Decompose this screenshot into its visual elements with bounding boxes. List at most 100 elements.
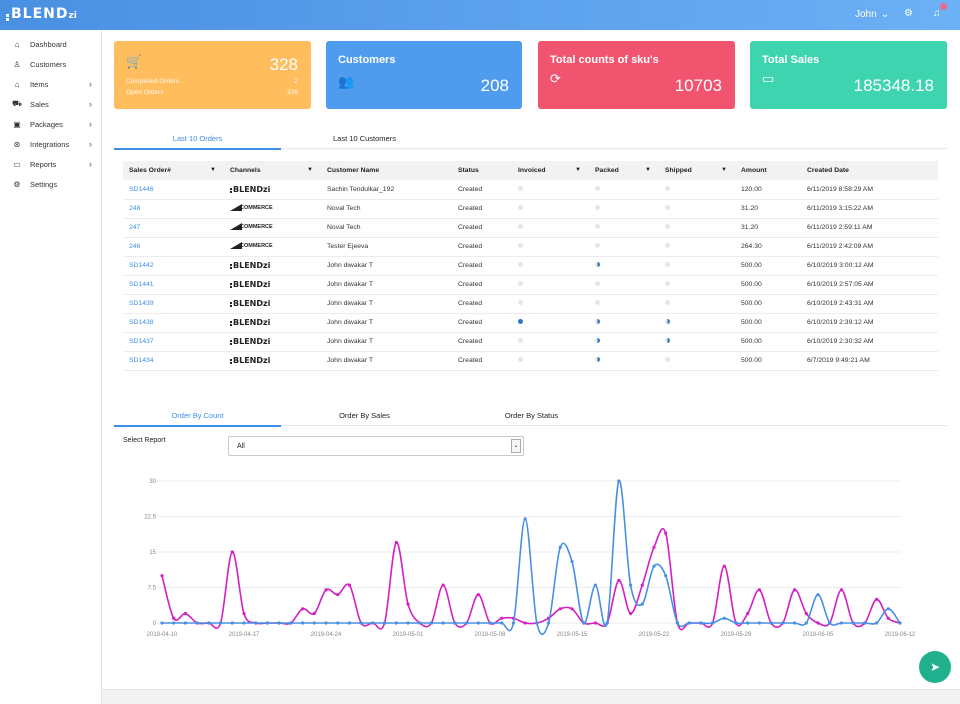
- tab-order-by-sales[interactable]: Order By Sales: [339, 411, 390, 420]
- order-number-link[interactable]: SD1446: [123, 180, 224, 200]
- chat-icon[interactable]: ➤: [919, 651, 951, 683]
- order-number-link[interactable]: 247: [123, 218, 224, 238]
- sidebar-item-settings[interactable]: ⚙ Settings: [0, 174, 102, 194]
- data-point: [886, 616, 890, 620]
- data-point: [394, 540, 398, 545]
- data-point: [183, 621, 188, 625]
- col-amount[interactable]: Amount: [735, 161, 801, 180]
- order-number-link[interactable]: SD1439: [123, 294, 224, 314]
- chevron-down-icon[interactable]: ⌄: [511, 439, 521, 453]
- data-point: [640, 602, 644, 606]
- chevron-right-icon[interactable]: ›: [89, 159, 92, 169]
- data-point: [722, 564, 726, 568]
- gear-icon[interactable]: ⚙: [904, 8, 913, 19]
- col-shipped[interactable]: Shipped ▼: [659, 161, 735, 180]
- order-number-link[interactable]: SD1438: [123, 313, 224, 333]
- x-tick-label: 2019-05-01: [393, 632, 424, 638]
- data-point: [582, 621, 586, 625]
- order-number-link[interactable]: SD1434: [123, 351, 224, 371]
- sort-icon[interactable]: ▼: [721, 167, 727, 173]
- col-channels[interactable]: Channels ▼: [224, 161, 321, 180]
- bell-icon[interactable]: ♫: [933, 8, 941, 19]
- data-point: [277, 621, 281, 625]
- sort-icon[interactable]: ▼: [575, 167, 581, 173]
- table-row[interactable]: SD1446 BLENDzi Sachin Tendulkar_192 Created…: [123, 180, 938, 200]
- chevron-right-icon[interactable]: ›: [89, 99, 92, 109]
- packed-status-icon: [595, 185, 600, 191]
- sales-card[interactable]: Total Sales ▭ 185348.18: [750, 41, 947, 109]
- orders-card[interactable]: 🛒 328 Completed Orders 2 Open Orders 326: [114, 41, 311, 109]
- tab-last-10-orders[interactable]: Last 10 Orders: [114, 129, 281, 150]
- data-point: [336, 621, 340, 625]
- shipped-status-icon: [665, 300, 670, 305]
- customers-count: 208: [480, 76, 509, 95]
- chevron-right-icon[interactable]: ›: [89, 139, 92, 149]
- y-tick-label: 0: [153, 621, 157, 627]
- chevron-right-icon[interactable]: ›: [89, 119, 92, 129]
- data-point: [347, 583, 352, 587]
- sku-card[interactable]: Total counts of sku's ⟳ 10703: [538, 41, 735, 109]
- created-date: 6/11/2019 3:15:22 AM: [801, 199, 938, 219]
- sort-icon[interactable]: ▼: [307, 167, 313, 173]
- shipped-status-icon: [665, 338, 670, 343]
- table-row[interactable]: SD1434 BLENDzi John diwakar T Created 500.00…: [123, 351, 938, 371]
- tab-order-by-count[interactable]: Order By Count: [114, 406, 281, 427]
- sort-icon[interactable]: ▼: [645, 167, 651, 173]
- tab-order-by-status[interactable]: Order By Status: [504, 411, 559, 420]
- table-row[interactable]: 247 COMMERCE Noval Tech Created 31.20 6/11/20…: [123, 218, 938, 238]
- table-row[interactable]: SD1438 BLENDzi John diwakar T Created 500.00…: [123, 313, 938, 333]
- order-number-link[interactable]: SD1437: [123, 332, 224, 352]
- col-status[interactable]: Status: [452, 161, 512, 180]
- blendzi-logo-icon: BLENDzi: [230, 356, 270, 365]
- data-point: [722, 616, 726, 620]
- table-row[interactable]: SD1439 BLENDzi John diwakar T Created 500.00…: [123, 294, 938, 314]
- notification-badge: [940, 3, 947, 10]
- sidebar-item-sales[interactable]: ⛟ Sales ›: [0, 94, 102, 114]
- amount-value: 31.20: [735, 199, 801, 219]
- data-point: [312, 621, 316, 625]
- col-invoiced[interactable]: Invoiced ▼: [512, 161, 589, 180]
- sidebar-item-packages[interactable]: ▣ Packages ›: [0, 114, 102, 134]
- data-point: [558, 545, 562, 549]
- status-text: Created: [452, 332, 512, 352]
- order-number-link[interactable]: SD1441: [123, 275, 224, 295]
- order-number-link[interactable]: 246: [123, 237, 224, 257]
- order-number-link[interactable]: 248: [123, 199, 224, 219]
- order-number-link[interactable]: SD1442: [123, 256, 224, 276]
- sort-icon[interactable]: ▼: [210, 167, 216, 173]
- col-packed[interactable]: Packed ▼: [589, 161, 659, 180]
- customers-card[interactable]: Customers 👥 208: [326, 41, 522, 109]
- table-row[interactable]: 248 COMMERCE Noval Tech Created 31.20 6/11/20…: [123, 199, 938, 219]
- sidebar-item-reports[interactable]: ▭ Reports ›: [0, 154, 102, 174]
- table-row[interactable]: SD1442 BLENDzi John diwakar T Created 500.00…: [123, 256, 938, 276]
- table-row[interactable]: SD1437 BLENDzi John diwakar T Created 500.00…: [123, 332, 938, 352]
- data-point: [687, 621, 691, 625]
- data-point: [804, 611, 808, 616]
- table-row[interactable]: SD1441 BLENDzi John diwakar T Created 500.00…: [123, 275, 938, 295]
- shipped-cell: [659, 351, 735, 371]
- col-sales-order[interactable]: Sales Order# ▼: [123, 161, 224, 180]
- data-point: [652, 564, 656, 568]
- col-customer-name[interactable]: Customer Name: [321, 161, 452, 180]
- data-point: [570, 559, 574, 564]
- channel-logo: BLENDzi: [224, 180, 321, 200]
- sidebar-item-integrations[interactable]: ⊛ Integrations ›: [0, 134, 102, 154]
- invoiced-status-icon: [518, 185, 523, 191]
- wallet-icon: ▭: [762, 71, 775, 86]
- sidebar-item-customers[interactable]: ♙ Customers: [0, 54, 102, 74]
- amount-value: 500.00: [735, 275, 801, 295]
- sidebar-item-items[interactable]: ⌂ Items ›: [0, 74, 102, 94]
- shipped-cell: [659, 218, 735, 238]
- shipped-status-icon: [665, 243, 670, 248]
- data-point: [652, 545, 656, 549]
- sidebar-item-dashboard[interactable]: ⌂ Dashboard: [0, 34, 102, 54]
- brand-logo[interactable]: BLENDzi: [6, 6, 77, 22]
- tab-last-10-customers[interactable]: Last 10 Customers: [333, 134, 396, 143]
- user-menu[interactable]: John ⌄: [855, 9, 889, 20]
- data-point: [242, 611, 246, 616]
- data-point: [476, 593, 480, 597]
- col-created-date[interactable]: Created Date: [801, 161, 938, 180]
- table-row[interactable]: 246 COMMERCE Tester Ejeeva Created 264.30 6/1…: [123, 237, 938, 257]
- chevron-right-icon[interactable]: ›: [89, 79, 92, 89]
- report-select[interactable]: All ⌄: [228, 436, 524, 456]
